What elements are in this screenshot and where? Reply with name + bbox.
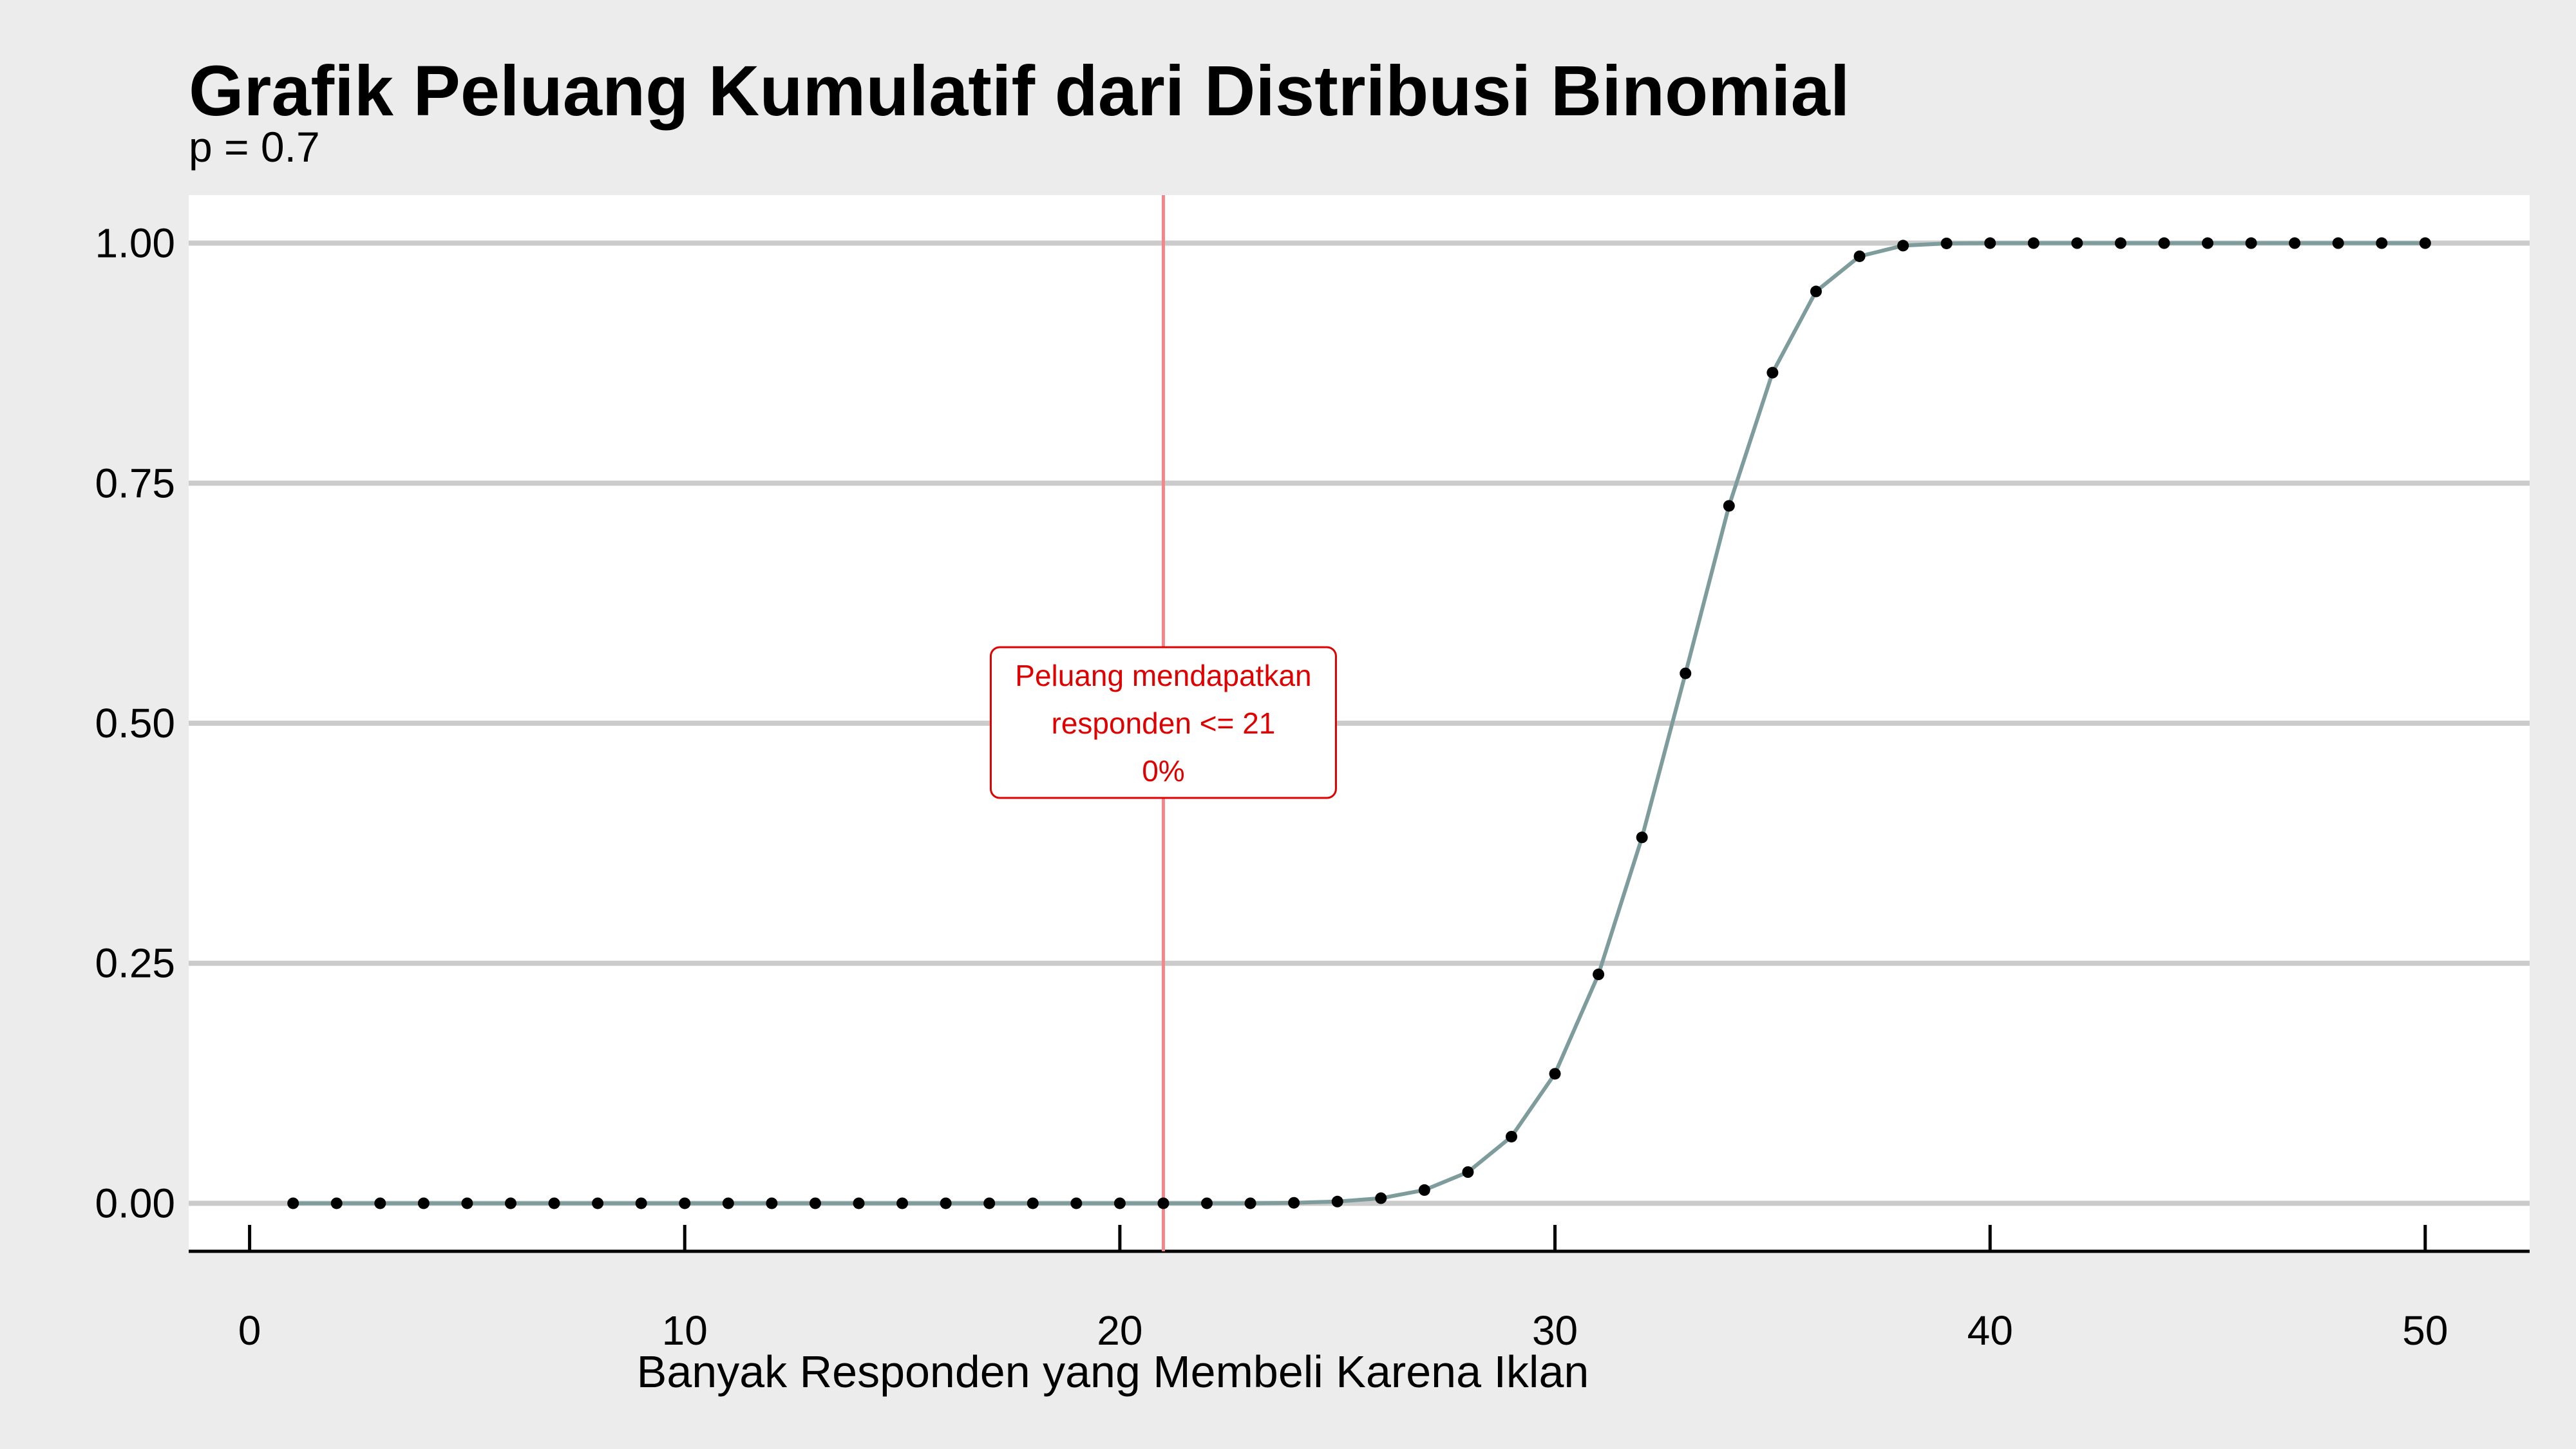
- data-point: [592, 1197, 604, 1209]
- data-point: [635, 1197, 647, 1209]
- annotation-box: [989, 646, 1337, 799]
- data-point: [2332, 237, 2344, 249]
- annotation-line-3: 0%: [1142, 754, 1184, 788]
- data-point: [2027, 237, 2040, 249]
- x-tick-label: 40: [1967, 1307, 2013, 1354]
- data-point: [1766, 366, 1779, 379]
- data-point: [983, 1197, 996, 1209]
- data-point: [766, 1197, 778, 1209]
- data-point: [1418, 1184, 1430, 1196]
- data-point: [1201, 1197, 1213, 1209]
- data-point: [1549, 1068, 1561, 1080]
- y-tick-label: 0.25: [95, 940, 175, 987]
- data-point: [2289, 237, 2301, 249]
- data-point: [1288, 1197, 1300, 1209]
- data-point: [1680, 667, 1692, 679]
- data-point: [1723, 500, 1735, 512]
- data-point: [1505, 1130, 1517, 1142]
- x-tick-label: 10: [662, 1307, 708, 1354]
- data-point: [1940, 237, 1953, 249]
- annotation-line-1: Peluang mendapatkan: [1015, 659, 1311, 692]
- data-point: [896, 1197, 909, 1209]
- x-tick-label: 50: [2402, 1307, 2448, 1354]
- data-point: [1636, 831, 1648, 844]
- x-tick-label: 30: [1532, 1307, 1578, 1354]
- data-point: [1375, 1192, 1387, 1204]
- data-point: [1070, 1197, 1083, 1209]
- data-point: [2071, 237, 2083, 249]
- data-point: [374, 1197, 386, 1209]
- data-point: [1984, 237, 1996, 249]
- data-point: [504, 1197, 516, 1209]
- data-point: [330, 1197, 343, 1209]
- data-point: [2376, 237, 2388, 249]
- data-point: [1027, 1197, 1039, 1209]
- data-point: [417, 1197, 430, 1209]
- x-axis-title: Banyak Responden yang Membeli Karena Ikl…: [637, 1347, 1589, 1397]
- y-tick-label: 0.50: [95, 700, 175, 746]
- x-tick-label: 0: [238, 1307, 261, 1354]
- data-point: [2158, 237, 2170, 249]
- chart-title: Grafik Peluang Kumulatif dari Distribusi…: [189, 52, 1850, 131]
- data-point: [2419, 237, 2431, 249]
- data-point: [1157, 1197, 1170, 1209]
- data-point: [287, 1197, 299, 1209]
- data-point: [2245, 237, 2257, 249]
- data-point: [940, 1197, 952, 1209]
- annotation-label: Peluang mendapatkan responden <= 21 0%: [989, 646, 1337, 799]
- y-tick-label: 1.00: [95, 220, 175, 267]
- cdf-line: [293, 241, 2425, 1206]
- data-point: [1897, 240, 1909, 252]
- data-point: [1810, 285, 1822, 298]
- data-point: [1244, 1197, 1256, 1209]
- data-point: [1331, 1195, 1343, 1208]
- data-point: [2202, 237, 2214, 249]
- chart-subtitle: p = 0.7: [189, 123, 320, 171]
- annotation-line-2: responden <= 21: [1052, 706, 1276, 740]
- data-point: [461, 1197, 473, 1209]
- data-point: [722, 1197, 734, 1209]
- data-point: [809, 1197, 821, 1209]
- data-point: [548, 1197, 560, 1209]
- data-point: [679, 1197, 691, 1209]
- data-point: [1113, 1197, 1126, 1209]
- data-point: [2114, 237, 2126, 249]
- x-tick-label: 20: [1097, 1307, 1142, 1354]
- data-point: [1462, 1166, 1474, 1178]
- data-point: [1853, 250, 1866, 262]
- y-tick-label: 0.75: [95, 460, 175, 506]
- data-point: [853, 1197, 865, 1209]
- y-tick-label: 0.00: [95, 1180, 175, 1226]
- data-point: [1593, 969, 1605, 981]
